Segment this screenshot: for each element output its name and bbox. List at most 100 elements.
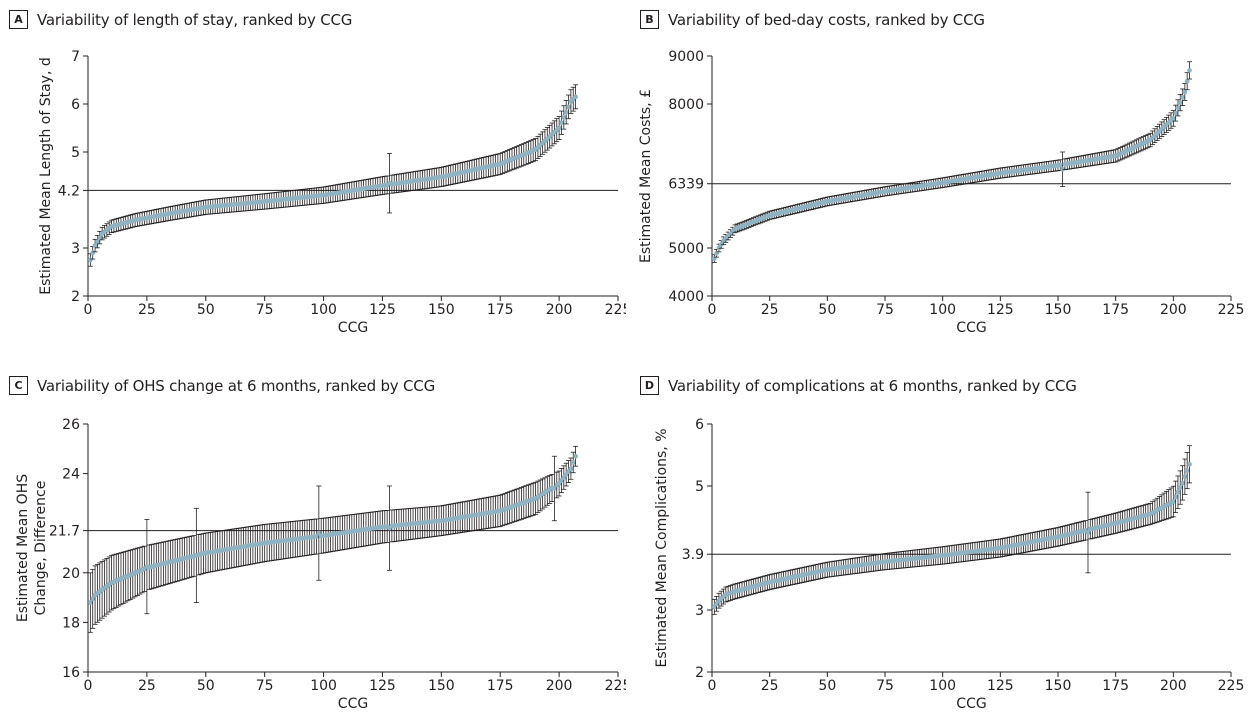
x-tick-label: 50 [818, 678, 836, 694]
x-tick-label: 75 [876, 302, 894, 318]
x-tick-label: 0 [708, 678, 717, 694]
data-point [1180, 480, 1185, 486]
data-point [1175, 105, 1181, 111]
data-point [1177, 485, 1183, 490]
y-tick-label: 21.7 [49, 524, 80, 540]
y-tick-label: 2 [71, 289, 80, 305]
data-point [556, 125, 562, 131]
x-tick-label: 50 [818, 302, 836, 318]
data-point [314, 534, 319, 539]
data-point [1182, 89, 1188, 95]
x-tick-label: 225 [1218, 678, 1245, 694]
data-point [1182, 474, 1188, 480]
y-tick-label: 26 [62, 417, 80, 433]
y-tick-label: 24 [62, 467, 80, 483]
data-point [1170, 499, 1176, 504]
x-tick-label: 100 [929, 302, 956, 318]
y-tick-label: 6 [695, 417, 704, 433]
x-tick-label: 175 [487, 302, 514, 318]
y-tick-label: 5000 [668, 241, 704, 257]
panel-a: A Variability of length of stay, ranked … [0, 0, 626, 358]
y-tick-label: 6 [71, 97, 80, 113]
panel-c-header: C Variability of OHS change at 6 months,… [9, 376, 435, 395]
x-tick-label: 150 [1045, 302, 1072, 318]
x-tick-label: 125 [987, 302, 1014, 318]
data-point [1175, 489, 1181, 495]
y-tick-label: 3 [71, 241, 80, 257]
data-point [573, 94, 578, 100]
x-tick-label: 150 [428, 678, 455, 694]
x-tick-label: 225 [605, 678, 626, 694]
y-tick-label: 16 [62, 665, 80, 681]
x-axis-label: CCG [956, 696, 986, 712]
data-point [1170, 116, 1176, 121]
panel-c: C Variability of OHS change at 6 months,… [0, 358, 626, 716]
x-tick-label: 50 [197, 302, 215, 318]
x-tick-label: 200 [546, 678, 573, 694]
x-tick-label: 75 [876, 678, 894, 694]
data-point [563, 109, 569, 115]
y-tick-label: 4.2 [58, 183, 80, 199]
y-tick-label: 5 [71, 145, 80, 161]
panel-c-letter: C [9, 376, 28, 395]
y-tick-label: 5 [695, 479, 704, 495]
panel-d-title: Variability of complications at 6 months… [668, 376, 1077, 395]
panel-c-title: Variability of OHS change at 6 months, r… [37, 376, 435, 395]
y-tick-label: 9000 [668, 49, 704, 65]
y-axis-label: Estimated Mean Length of Stay, d [38, 57, 54, 294]
x-tick-label: 25 [138, 302, 156, 318]
panel-b-header: B Variability of bed-day costs, ranked b… [640, 10, 985, 29]
x-tick-label: 200 [546, 302, 573, 318]
data-point [570, 460, 576, 465]
chart-c: 0 25 50 75 100 125 150 175 200 225 16 18 20 21.7 24 26 C… [15, 417, 626, 712]
panel-a-title: Variability of length of stay, ranked by… [37, 10, 353, 29]
x-tick-label: 200 [1160, 302, 1187, 318]
data-point [1184, 78, 1190, 84]
data-points-group [87, 445, 579, 633]
y-tick-label: 7 [71, 49, 80, 65]
x-tick-label: 150 [428, 302, 455, 318]
x-tick-label: 75 [256, 678, 274, 694]
x-tick-label: 0 [708, 302, 717, 318]
x-tick-label: 175 [487, 678, 514, 694]
y-tick-label: 2 [695, 665, 704, 681]
x-tick-label: 175 [1102, 678, 1129, 694]
y-tick-label: 6339 [668, 177, 704, 193]
data-point [95, 239, 100, 245]
x-tick-label: 225 [1218, 302, 1245, 318]
data-point [1057, 162, 1063, 168]
x-tick-label: 100 [929, 678, 956, 694]
data-point [568, 466, 574, 472]
x-axis-label: CCG [338, 696, 368, 712]
x-tick-label: 100 [310, 302, 337, 318]
data-point [573, 453, 578, 459]
x-tick-label: 175 [1102, 302, 1129, 318]
x-tick-label: 125 [369, 678, 396, 694]
data-point [87, 257, 93, 263]
data-point [1177, 100, 1183, 105]
y-tick-label: 8000 [668, 97, 704, 113]
x-tick-label: 25 [761, 678, 779, 694]
panel-a-header: A Variability of length of stay, ranked … [9, 10, 352, 29]
y-axis-label: Change, Difference [33, 481, 49, 616]
data-point [561, 115, 567, 120]
data-point [87, 600, 93, 605]
x-tick-label: 50 [197, 678, 215, 694]
panel-a-letter: A [9, 10, 28, 29]
data-point [1173, 110, 1179, 116]
y-axis-label: Estimated Mean Costs, £ [638, 89, 654, 263]
data-point [566, 104, 571, 110]
x-tick-label: 150 [1045, 678, 1072, 694]
x-tick-label: 225 [605, 302, 626, 318]
data-point [1173, 494, 1179, 500]
x-tick-label: 0 [84, 678, 93, 694]
data-points-group [711, 61, 1192, 263]
x-tick-label: 0 [84, 302, 93, 318]
panel-b-title: Variability of bed-day costs, ranked by … [668, 10, 985, 29]
x-tick-label: 125 [369, 302, 396, 318]
x-tick-label: 125 [987, 678, 1014, 694]
data-point [90, 596, 96, 602]
panel-d: D Variability of complications at 6 mont… [626, 358, 1253, 716]
panel-b-letter: B [640, 10, 659, 29]
x-tick-label: 100 [310, 678, 337, 694]
